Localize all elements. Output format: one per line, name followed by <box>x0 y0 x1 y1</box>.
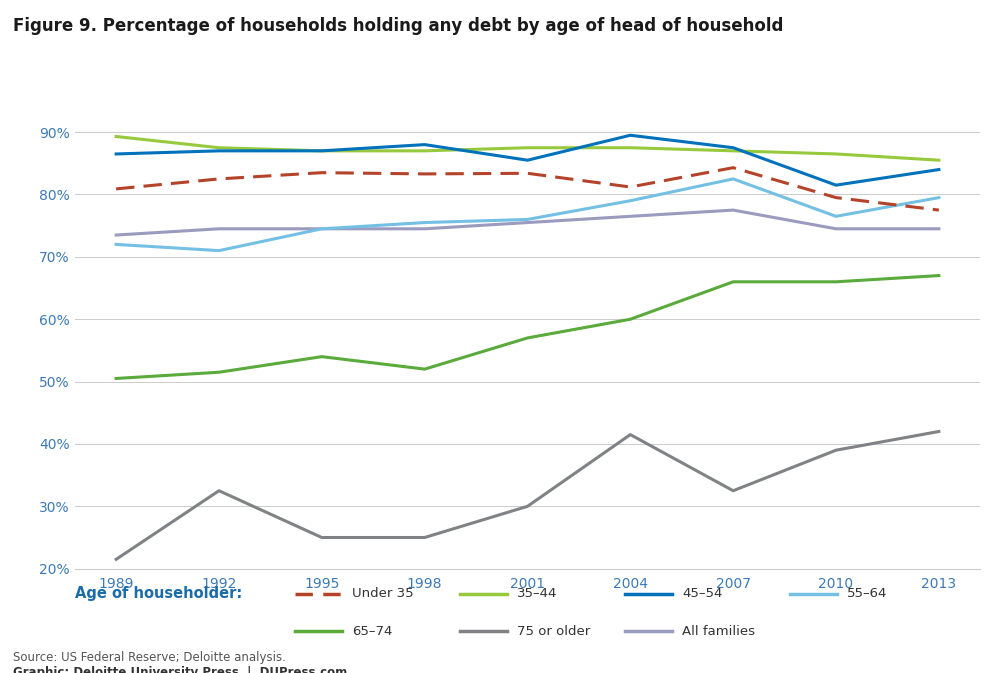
Text: Figure 9. Percentage of households holding any debt by age of head of household: Figure 9. Percentage of households holdi… <box>13 17 783 35</box>
Text: 75 or older: 75 or older <box>517 625 590 638</box>
Text: Source: US Federal Reserve; Deloitte analysis.: Source: US Federal Reserve; Deloitte ana… <box>13 651 286 664</box>
Text: Age of householder:: Age of householder: <box>75 586 242 601</box>
Text: 45–54: 45–54 <box>682 587 722 600</box>
Text: Under 35: Under 35 <box>352 587 414 600</box>
Text: Graphic: Deloitte University Press  |  DUPress.com: Graphic: Deloitte University Press | DUP… <box>13 666 347 673</box>
Text: 65–74: 65–74 <box>352 625 392 638</box>
Text: 55–64: 55–64 <box>847 587 887 600</box>
Text: 35–44: 35–44 <box>517 587 557 600</box>
Text: All families: All families <box>682 625 755 638</box>
